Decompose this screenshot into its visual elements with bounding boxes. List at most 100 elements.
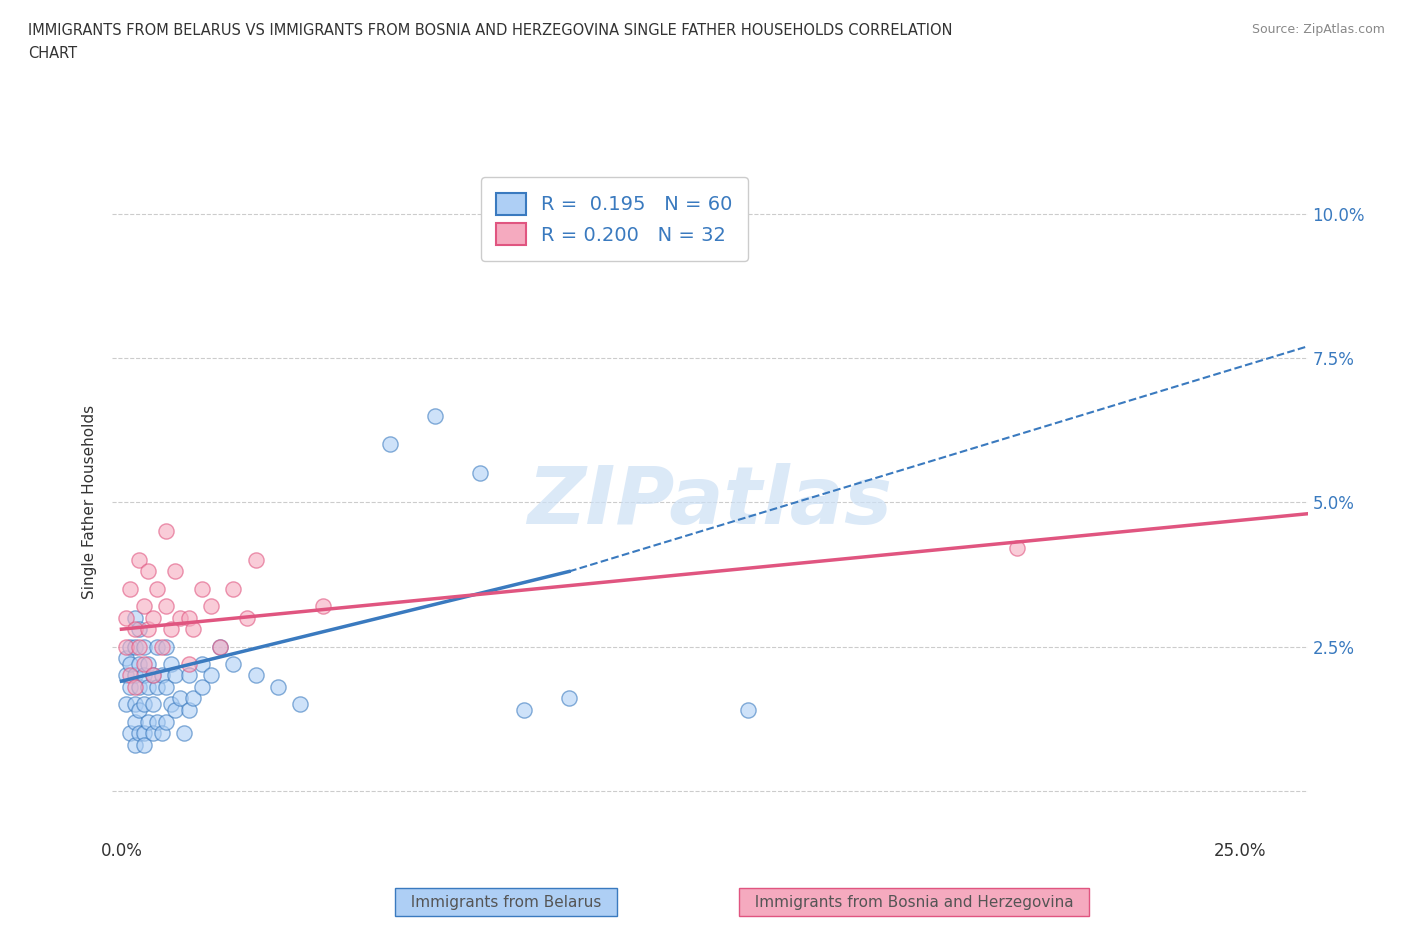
Point xyxy=(208,639,231,654)
Point xyxy=(132,697,155,711)
Point xyxy=(136,680,159,695)
Text: Immigrants from Bosnia and Herzegovina: Immigrants from Bosnia and Herzegovina xyxy=(745,895,1083,910)
Point xyxy=(177,702,200,717)
Point xyxy=(142,610,165,625)
Point xyxy=(115,697,138,711)
Point xyxy=(132,657,155,671)
Point xyxy=(115,610,138,625)
Point xyxy=(267,680,290,695)
Point xyxy=(468,466,491,481)
Point xyxy=(132,737,155,752)
Point xyxy=(155,714,177,729)
Point xyxy=(191,657,214,671)
Point xyxy=(142,725,165,740)
Point xyxy=(132,599,155,614)
Point xyxy=(222,581,245,596)
Point xyxy=(124,737,146,752)
Point xyxy=(290,697,312,711)
Point xyxy=(165,564,187,578)
Point xyxy=(132,639,155,654)
Point xyxy=(146,581,169,596)
Point xyxy=(124,697,146,711)
Point xyxy=(124,680,146,695)
Point xyxy=(136,657,159,671)
Point xyxy=(128,702,150,717)
Point xyxy=(191,581,214,596)
Point xyxy=(208,639,231,654)
Point xyxy=(132,725,155,740)
Point xyxy=(146,639,169,654)
Point xyxy=(142,697,165,711)
Point xyxy=(132,668,155,683)
Point xyxy=(165,668,187,683)
Legend: R =  0.195   N = 60, R = 0.200   N = 32: R = 0.195 N = 60, R = 0.200 N = 32 xyxy=(481,177,748,261)
Point xyxy=(737,702,759,717)
Point xyxy=(558,691,581,706)
Point xyxy=(236,610,259,625)
Point xyxy=(378,437,401,452)
Point xyxy=(120,639,142,654)
Point xyxy=(150,668,173,683)
Point xyxy=(513,702,536,717)
Point xyxy=(120,725,142,740)
Point xyxy=(120,657,142,671)
Point xyxy=(142,668,165,683)
Point xyxy=(169,610,191,625)
Point xyxy=(177,610,200,625)
Point xyxy=(245,552,267,567)
Point xyxy=(181,622,204,637)
Point xyxy=(128,552,150,567)
Point xyxy=(200,668,222,683)
Point xyxy=(124,610,146,625)
Point xyxy=(128,680,150,695)
Point xyxy=(120,668,142,683)
Text: CHART: CHART xyxy=(28,46,77,61)
Point xyxy=(155,639,177,654)
Text: ZIPatlas: ZIPatlas xyxy=(527,463,893,541)
Point xyxy=(136,564,159,578)
Point xyxy=(169,691,191,706)
Point xyxy=(177,668,200,683)
Point xyxy=(136,714,159,729)
Point xyxy=(146,714,169,729)
Point xyxy=(124,714,146,729)
Point xyxy=(181,691,204,706)
Text: IMMIGRANTS FROM BELARUS VS IMMIGRANTS FROM BOSNIA AND HERZEGOVINA SINGLE FATHER : IMMIGRANTS FROM BELARUS VS IMMIGRANTS FR… xyxy=(28,23,953,38)
Point xyxy=(124,622,146,637)
Point xyxy=(222,657,245,671)
Point xyxy=(128,725,150,740)
Point xyxy=(115,651,138,666)
Point xyxy=(155,680,177,695)
Point xyxy=(155,524,177,538)
Point xyxy=(124,639,146,654)
Point xyxy=(142,668,165,683)
Point xyxy=(159,697,181,711)
Point xyxy=(115,668,138,683)
Point xyxy=(146,680,169,695)
Point xyxy=(124,668,146,683)
Point xyxy=(245,668,267,683)
Point xyxy=(1005,541,1028,556)
Point xyxy=(150,639,173,654)
Point xyxy=(128,639,150,654)
Point xyxy=(423,408,446,423)
Point xyxy=(159,657,181,671)
Point xyxy=(136,622,159,637)
Point xyxy=(191,680,214,695)
Point xyxy=(165,702,187,717)
Point xyxy=(128,657,150,671)
Point xyxy=(177,657,200,671)
Point xyxy=(312,599,335,614)
Text: Source: ZipAtlas.com: Source: ZipAtlas.com xyxy=(1251,23,1385,36)
Point xyxy=(173,725,195,740)
Point xyxy=(155,599,177,614)
Point xyxy=(120,680,142,695)
Point xyxy=(200,599,222,614)
Text: Immigrants from Belarus: Immigrants from Belarus xyxy=(401,895,612,910)
Point xyxy=(115,639,138,654)
Point xyxy=(159,622,181,637)
Point xyxy=(128,622,150,637)
Point xyxy=(120,581,142,596)
Point xyxy=(150,725,173,740)
Y-axis label: Single Father Households: Single Father Households xyxy=(82,405,97,599)
